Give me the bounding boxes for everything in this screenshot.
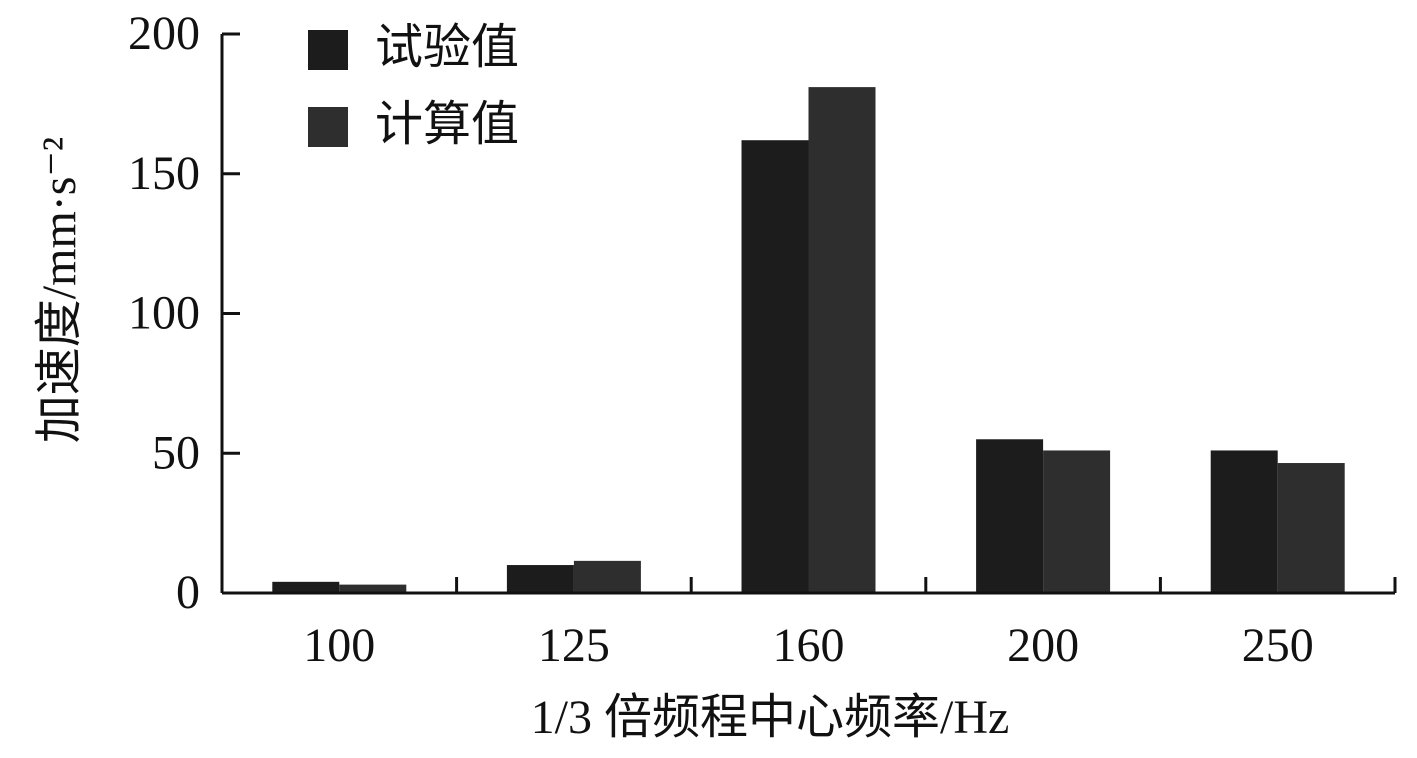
x-tick-label: 160 xyxy=(773,619,845,672)
x-axis-label: 1/3 倍频程中心频率/Hz xyxy=(531,691,1010,744)
legend-label: 试验值 xyxy=(375,21,519,74)
y-tick-label: 200 xyxy=(128,7,200,60)
bar xyxy=(1210,450,1278,593)
bar xyxy=(506,565,574,593)
bar xyxy=(741,140,809,593)
y-tick-label: 150 xyxy=(128,147,200,200)
x-tick-label: 100 xyxy=(303,619,375,672)
x-tick-label: 200 xyxy=(1007,619,1079,672)
x-tick-label: 125 xyxy=(538,619,610,672)
bar xyxy=(808,87,876,593)
legend-swatch xyxy=(308,107,348,147)
y-tick-label: 0 xyxy=(176,566,200,619)
y-tick-label: 100 xyxy=(128,287,200,340)
legend-swatch xyxy=(308,30,348,70)
bar xyxy=(573,560,641,593)
bar xyxy=(1277,463,1345,593)
bar xyxy=(1043,450,1111,593)
y-tick-label: 50 xyxy=(152,426,200,479)
legend-label: 计算值 xyxy=(375,98,519,151)
x-tick-label: 250 xyxy=(1242,619,1314,672)
bar xyxy=(339,584,407,593)
bar xyxy=(976,439,1044,593)
y-axis-label: 加速度/mm·s⁻² xyxy=(33,137,86,443)
bar xyxy=(272,581,340,593)
